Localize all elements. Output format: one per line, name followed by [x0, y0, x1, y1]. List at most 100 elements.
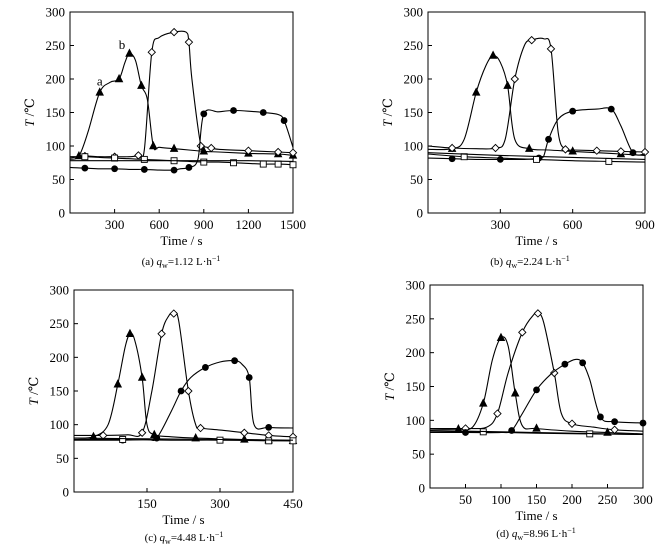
chart-a-xtick-label: 600: [149, 217, 169, 232]
chart-c-ytick-label: 100: [50, 417, 70, 432]
chart-b-series-4-point: [533, 155, 540, 163]
chart-a: 0 50 100 150 200 250 300 300 600 900 1200 1500 Time …: [22, 5, 306, 271]
chart-a-xtick-label: 1200: [235, 217, 261, 232]
chart-d-series-1-point: [496, 332, 506, 341]
chart-b-frame: [427, 11, 646, 214]
chart-d-series-2-point: [610, 425, 619, 435]
chart-d-series-3-point: [597, 413, 604, 421]
chart-b-series-3-point: [545, 135, 552, 143]
chart-a-xtick-label: 900: [194, 217, 214, 232]
chart-b-series-2-point: [546, 44, 556, 54]
chart-b-series-4-point: [605, 157, 613, 165]
chart-b-series-2-point: [510, 74, 520, 84]
chart-b-series-3-point: [629, 149, 637, 157]
chart-d-xtick-label: 200: [562, 492, 582, 507]
chart-a-series-2-point: [273, 147, 283, 157]
chart-a-series-1-point: [137, 80, 146, 89]
chart-d-xtick-label: 100: [491, 492, 511, 507]
chart-c-series-2-point: [157, 329, 166, 339]
chart-a-ytick-label: 100: [46, 139, 66, 154]
chart-d-xtick-label: 300: [633, 492, 653, 507]
chart-b-series-1-point: [503, 80, 512, 89]
chart-c-series-2-point: [137, 428, 147, 437]
chart-a-series-3-point: [280, 117, 288, 124]
chart-b-series-3-point: [496, 156, 504, 163]
chart-a-ytick-label: 150: [46, 105, 66, 120]
chart-c-ytick-label: 250: [50, 316, 70, 331]
chart-a-series-3-point: [230, 107, 237, 114]
chart-a-series-1-line: [69, 52, 294, 160]
chart-b-series-2-point: [491, 143, 500, 153]
chart-a-series-1-point: [169, 143, 179, 152]
chart-b-series-2-line: [427, 37, 646, 153]
chart-a-annotation-a: a: [97, 74, 103, 89]
chart-d-series-1-line: [429, 336, 644, 435]
chart-a-series-1-point: [114, 73, 124, 83]
chart-b-series-3-point: [607, 105, 615, 113]
chart-c-ytick-label: 300: [50, 283, 70, 298]
chart-d-series-1-point: [532, 423, 541, 432]
chart-d-series-2-line: [429, 312, 644, 432]
chart-b-ytick-label: 100: [404, 139, 424, 154]
chart-a-series-2-point: [288, 148, 298, 157]
chart-b-ytick-label: 50: [410, 172, 423, 187]
chart-b-series-1-point: [471, 87, 481, 96]
chart-c: 0 50 100 150 200 250 300 150 300 450 Time / s T /℃ (…: [26, 283, 303, 547]
chart-c-series-2-point: [240, 428, 249, 437]
chart-a-series-2-point: [206, 143, 216, 153]
chart-d-ytick-label: 150: [406, 379, 426, 394]
chart-a-ytick-label: 300: [46, 5, 66, 20]
chart-d-series-3-point: [533, 386, 540, 394]
chart-b-series-1-point: [525, 143, 534, 152]
chart-b-ytick-label: 200: [404, 72, 424, 87]
chart-d: 0 50 100 150 200 250 300 50 100 150 200 250 300 Time …: [382, 278, 653, 543]
chart-c-series-3-point: [265, 423, 273, 431]
chart-b-series-2-point: [527, 35, 536, 45]
chart-d-xtick-label: 250: [598, 492, 618, 507]
chart-d-ytick-label: 100: [406, 413, 426, 428]
chart-c-series-4-point: [119, 436, 127, 443]
chart-a-series-1-point: [148, 140, 158, 150]
chart-b-xtick-label: 300: [491, 217, 511, 232]
chart-b-series-2-point: [561, 145, 570, 154]
chart-a-series-3-point: [140, 166, 148, 173]
chart-a-annotation-b: b: [119, 37, 126, 52]
chart-d-xtick-label: 150: [527, 492, 547, 507]
chart-a-series-3-point: [81, 164, 89, 172]
chart-b-ylabel: T /℃: [380, 98, 395, 127]
chart-a-series-4-point: [289, 161, 297, 169]
chart-d-series-2-point: [567, 419, 577, 428]
chart-c-xlabel: Time / s: [162, 512, 204, 527]
chart-d-series-3-point: [611, 418, 618, 426]
chart-d-series-5-line: [429, 429, 644, 436]
chart-b-series-1-line: [427, 54, 646, 156]
chart-d-series-2-point: [550, 368, 559, 378]
chart-a-series-2-point: [169, 27, 179, 37]
chart-a-series-2-point: [184, 37, 194, 47]
chart-c-series-2-line: [73, 311, 294, 438]
chart-a-series-4-point: [81, 153, 89, 161]
chart-a-ytick-label: 200: [46, 72, 66, 87]
chart-a-series-3-point: [200, 110, 208, 118]
chart-c-series-4-point: [216, 436, 224, 444]
chart-a-series-5-line: [69, 160, 294, 162]
chart-a-ytick-label: 0: [59, 206, 66, 221]
chart-a-series-1-point: [125, 48, 134, 57]
chart-c-series-1-point: [137, 372, 147, 381]
chart-b: 0 50 100 150 200 250 300 300 600 900 Time / s T /℃ (…: [380, 5, 655, 271]
chart-d-series-1-point: [510, 388, 520, 397]
chart-b-series-5-line: [427, 152, 646, 160]
chart-d-caption: (d) qw=8.96 L·h−1: [496, 526, 575, 542]
chart-b-series-3-line: [427, 107, 646, 161]
chart-d-series-3-point: [579, 359, 587, 367]
chart-a-series-4-point: [200, 158, 208, 166]
chart-d-series-3-point: [462, 429, 469, 436]
chart-b-series-3-point: [569, 107, 577, 115]
chart-c-series-2-point: [169, 309, 179, 318]
chart-c-series-5-line: [73, 437, 294, 441]
chart-b-series-1-point: [488, 50, 498, 59]
chart-d-ylabel: T /℃: [382, 372, 397, 401]
chart-a-series-4-point: [140, 155, 148, 163]
chart-c-ylabel: T /℃: [26, 377, 41, 406]
